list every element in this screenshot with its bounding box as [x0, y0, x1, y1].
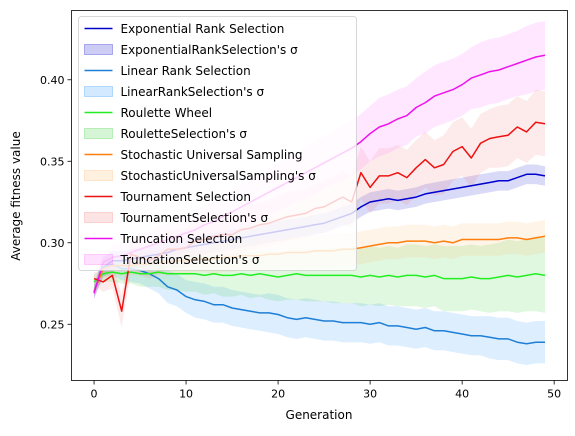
legend-band-entry-2: RouletteSelection's σ [121, 127, 248, 141]
x-tick-label: 50 [547, 388, 561, 401]
y-tick-label: 0.35 [40, 155, 65, 168]
legend-entry-4: Tournament Selection [120, 190, 251, 204]
legend-band-swatch-2 [84, 128, 113, 139]
x-tick-label: 30 [363, 388, 377, 401]
y-tick-label: 0.25 [40, 318, 65, 331]
axes [71, 10, 568, 381]
y-axis-ticks: 0.25 0.30 0.35 0.40 [40, 74, 72, 331]
legend-entry-2: Roulette Wheel [121, 106, 213, 120]
legend-band-entry-5: TruncationSelection's σ [120, 253, 260, 267]
y-tick-label: 0.40 [40, 74, 65, 87]
legend-band-entry-4: TournamentSelection's σ [120, 211, 269, 225]
y-axis-label: Average fitness value [9, 131, 23, 260]
legend-band-entry-0: ExponentialRankSelection's σ [121, 43, 299, 57]
legend-band-entry-3: StochasticUniversalSampling's σ [121, 169, 317, 183]
y-tick-label: 0.30 [40, 237, 65, 250]
sigma-band-1 [94, 252, 545, 365]
legend-band-swatch-3 [84, 170, 113, 181]
x-tick-label: 20 [271, 388, 285, 401]
x-tick-label: 40 [455, 388, 469, 401]
legend-band-swatch-0 [84, 44, 113, 55]
legend-band-swatch-1 [84, 86, 113, 97]
legend-entry-5: Truncation Selection [120, 232, 243, 246]
series-line-1 [93, 263, 545, 345]
x-tick-label: 0 [91, 388, 98, 401]
sigma-band-2 [94, 236, 545, 313]
legend-entry-3: Stochastic Universal Sampling [121, 148, 303, 162]
series-line-2 [93, 271, 546, 283]
legend-band-swatch-4 [84, 212, 113, 223]
plot-area-frame [71, 10, 568, 381]
legend-entry-0: Exponential Rank Selection [121, 22, 285, 36]
x-tick-label: 10 [179, 388, 193, 401]
x-axis-label: Generation [286, 408, 353, 422]
legend: Exponential Rank Selection ExponentialRan… [78, 16, 357, 271]
legend-box [78, 16, 357, 271]
legend-band-entry-1: LinearRankSelection's σ [121, 85, 265, 99]
legend-band-swatch-5 [84, 254, 113, 265]
x-axis-ticks: 0 10 20 30 40 50 [91, 380, 561, 401]
legend-entry-1: Linear Rank Selection [121, 64, 251, 78]
